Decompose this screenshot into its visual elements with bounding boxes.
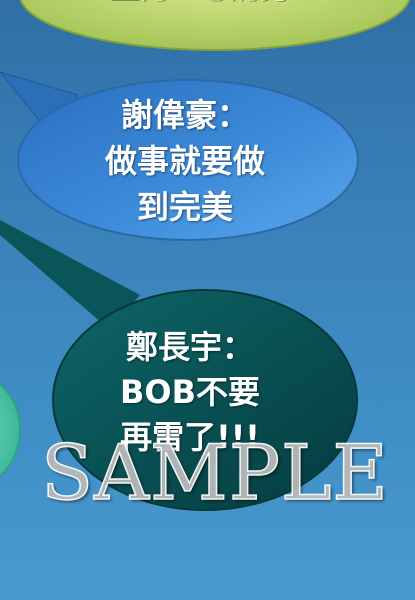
middle-bubble-text: 謝偉豪： 做事就要做 到完美 — [70, 92, 300, 230]
bottom-bubble-text: 鄭長宇： BOB不要 再雷了!!! — [75, 325, 305, 460]
middle-bubble-line-1: 謝偉豪： — [120, 96, 249, 134]
middle-speech-bubble — [17, 79, 359, 241]
bottom-speech-bubble — [52, 289, 358, 511]
bottom-bubble-tail — [0, 220, 140, 330]
middle-bubble-line-3: 到完美 — [136, 188, 233, 226]
bottom-bubble-line-1: 鄭長宇： — [125, 328, 254, 366]
sample-watermark: SAMPLE — [40, 427, 389, 518]
left-partial-bubble — [0, 382, 21, 478]
bottom-bubble-line-2: BOB不要 — [120, 373, 260, 411]
top-speech-bubble — [19, 0, 411, 51]
middle-bubble-line-2: 做事就要做 — [104, 142, 265, 180]
top-bubble-text: 盡力一心奶男 — [60, 0, 340, 5]
bottom-bubble-line-3: 再雷了!!! — [120, 418, 260, 456]
